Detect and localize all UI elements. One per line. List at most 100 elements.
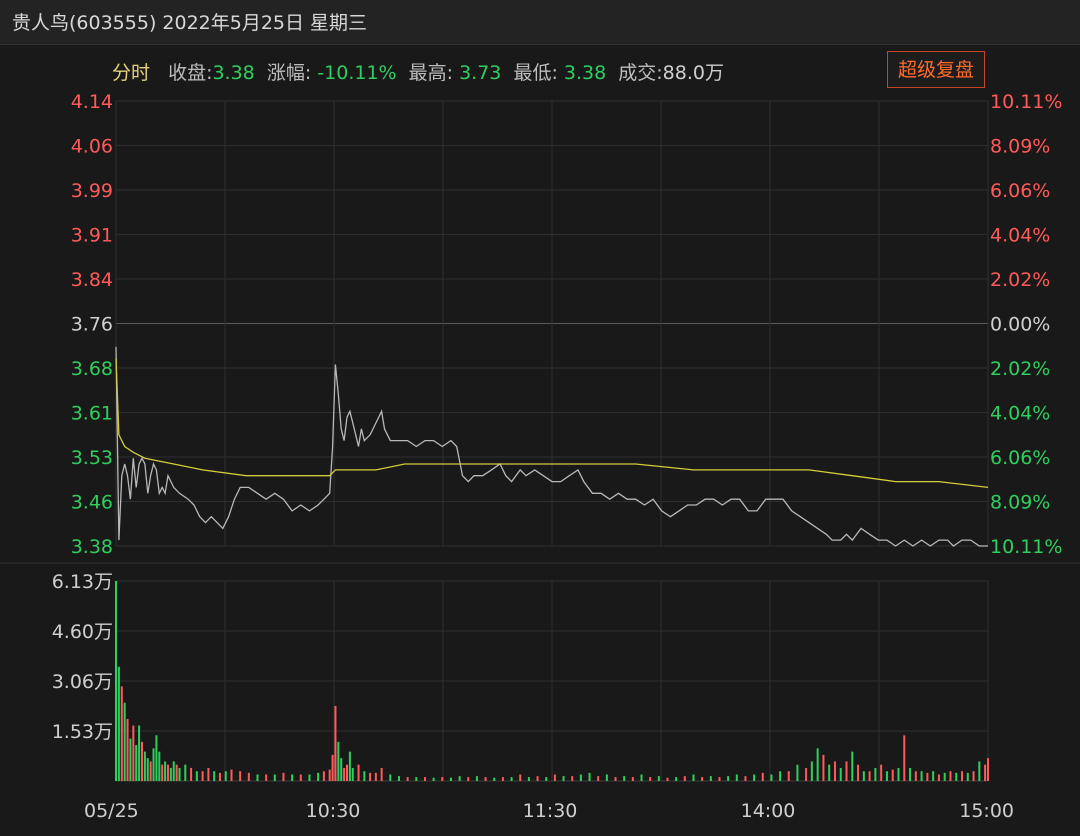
volume-bar [161, 764, 164, 781]
volume-bar [397, 776, 400, 781]
volume-bar [862, 771, 865, 781]
price-tick-label: 3.91 [71, 225, 113, 247]
volume-bar [158, 751, 161, 781]
volume-bar [143, 751, 146, 781]
volume-bar [230, 769, 233, 781]
volume-bar [787, 771, 790, 781]
volume-bar [614, 777, 617, 781]
volume-bar [623, 776, 626, 781]
volume-bar [449, 777, 452, 781]
price-tick-label: 3.53 [71, 447, 113, 469]
volume-bar [926, 772, 929, 781]
volume-bar [348, 751, 351, 781]
percent-tick-label: 4.04% [990, 225, 1050, 247]
volume-bar [943, 772, 946, 781]
volume-bar [553, 774, 556, 781]
price-tick-label: 3.38 [71, 536, 113, 558]
volume-bar [828, 764, 831, 781]
percent-tick-label: 8.09% [990, 492, 1050, 514]
close-label: 收盘: [168, 62, 213, 84]
volume-bar [123, 702, 126, 781]
title-bar: 贵人鸟(603555) 2022年5月25日 星期三 [0, 0, 1080, 45]
volume-bar [972, 771, 975, 781]
price-tick-label: 3.68 [71, 358, 113, 380]
volume-bar [166, 764, 169, 781]
volume-bar [291, 774, 294, 781]
volume-bar [190, 767, 193, 781]
volume-bar [640, 774, 643, 781]
volume-bar [317, 772, 320, 781]
volume-bar [155, 735, 158, 781]
volume-bar [891, 769, 894, 781]
high-value: 3.73 [459, 62, 502, 84]
time-tick-label: 10:30 [306, 800, 361, 822]
volume-value: 88.0万 [662, 62, 724, 84]
volume-tick-label: 6.13万 [52, 571, 113, 593]
volume-bar [874, 767, 877, 781]
volume-bar [299, 774, 302, 781]
volume-bar [597, 776, 600, 781]
volume-bar [441, 777, 444, 781]
volume-bar [816, 748, 819, 781]
high-label: 最高: [408, 62, 454, 84]
percent-tick-label: 2.02% [990, 358, 1050, 380]
quote-summary: 分时 收盘:3.38 涨幅: -10.11% 最高: 3.73 最低: 3.38… [112, 58, 724, 85]
volume-bar [761, 772, 764, 781]
time-tick-label: 14:00 [741, 800, 796, 822]
volume-bar [406, 777, 409, 781]
volume-bar [135, 745, 138, 781]
volume-bar [126, 719, 129, 781]
volume-bar [909, 767, 912, 781]
volume-bar [735, 774, 738, 781]
volume-bar [328, 769, 331, 781]
volume-bar [172, 761, 175, 781]
volume-bar [152, 748, 155, 781]
volume-bar [363, 771, 366, 781]
volume-bar [880, 764, 883, 781]
volume-bar [692, 774, 695, 781]
volume-bar [605, 774, 608, 781]
volume-bar [357, 764, 360, 781]
average-price-line [115, 358, 989, 489]
percent-tick-label: 0.00% [990, 314, 1050, 336]
volume-bar [727, 776, 730, 781]
volume-bar [961, 771, 964, 781]
volume-bar [753, 774, 756, 781]
volume-bar [571, 776, 574, 781]
volume-bar [937, 774, 940, 781]
volume-bar [588, 772, 591, 781]
mode-label[interactable]: 分时 [112, 62, 151, 84]
volume-bar [458, 776, 461, 781]
volume-bar [146, 758, 149, 781]
volume-bar [701, 777, 704, 781]
volume-bar [987, 758, 989, 781]
time-tick-label: 15:00 [959, 800, 1014, 822]
percent-tick-label: 8.09% [990, 136, 1050, 158]
time-tick-label: 11:30 [523, 800, 578, 822]
volume-bar [833, 761, 836, 781]
percent-tick-label: 10.11% [990, 91, 1062, 113]
volume-bar [562, 776, 565, 781]
volume-bar [770, 774, 773, 781]
volume-bar [415, 777, 418, 781]
volume-bar [527, 777, 530, 781]
volume-bar [224, 771, 227, 781]
volume-bar [369, 772, 372, 781]
volume-tick-label: 1.53万 [52, 721, 113, 743]
volume-bar [389, 774, 392, 781]
volume-bar [536, 776, 539, 781]
volume-bar [955, 772, 958, 781]
volume-bar [966, 772, 969, 781]
volume-bar [331, 754, 334, 781]
volume-bar [345, 764, 348, 781]
volume-bar [510, 777, 513, 781]
volume-tick-label: 4.60万 [52, 621, 113, 643]
volume-bar [885, 771, 888, 781]
percent-tick-label: 6.06% [990, 447, 1050, 469]
volume-bar [467, 777, 470, 781]
super-replay-button[interactable]: 超级复盘 [887, 51, 985, 88]
volume-bar [822, 754, 825, 781]
volume-bar [839, 767, 842, 781]
percent-axis-right: 10.11% 8.09% 6.06% 4.04% 2.02% 0.00% 2.02% 4.04… [990, 91, 1062, 558]
volume-bar [805, 767, 808, 781]
